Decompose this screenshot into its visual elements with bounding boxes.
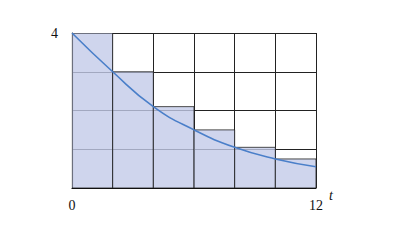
- svg-text:12: 12: [309, 198, 323, 213]
- svg-text:4: 4: [51, 26, 58, 41]
- svg-text:t: t: [329, 188, 334, 203]
- svg-text:0: 0: [69, 198, 76, 213]
